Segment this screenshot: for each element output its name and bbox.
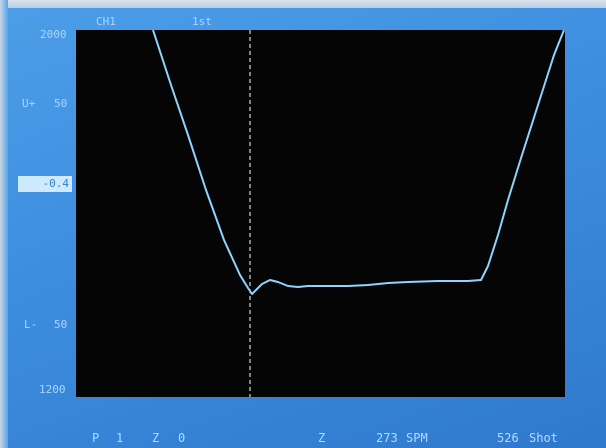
sequence-label: 1st bbox=[192, 15, 212, 28]
screen-bezel-left bbox=[0, 0, 8, 448]
waveform-trace bbox=[152, 30, 565, 295]
shot-unit: Shot bbox=[529, 431, 558, 445]
upper-limit-label: U+ bbox=[22, 97, 36, 110]
z-label: Z bbox=[152, 431, 160, 445]
spm-unit: SPM bbox=[406, 431, 428, 445]
spm-value: 273 bbox=[376, 431, 398, 445]
scale-top-value: 2000 bbox=[40, 28, 67, 41]
p-label: P bbox=[92, 431, 100, 445]
scale-bottom-value: 1200 bbox=[39, 383, 66, 396]
z-value: 0 bbox=[178, 431, 186, 445]
waveform-svg bbox=[152, 30, 565, 397]
lower-limit-value: 50 bbox=[54, 318, 68, 331]
current-value-display: -0.4 bbox=[18, 176, 72, 192]
lower-limit-label: L- bbox=[24, 318, 38, 331]
channel-label: CH1 bbox=[96, 15, 116, 28]
screen-bezel-top bbox=[0, 0, 606, 8]
shot-value: 526 bbox=[497, 431, 519, 445]
upper-limit-value: 50 bbox=[54, 97, 68, 110]
z2-label: Z bbox=[318, 431, 326, 445]
p-value: 1 bbox=[116, 431, 124, 445]
waveform-plot bbox=[76, 30, 565, 397]
